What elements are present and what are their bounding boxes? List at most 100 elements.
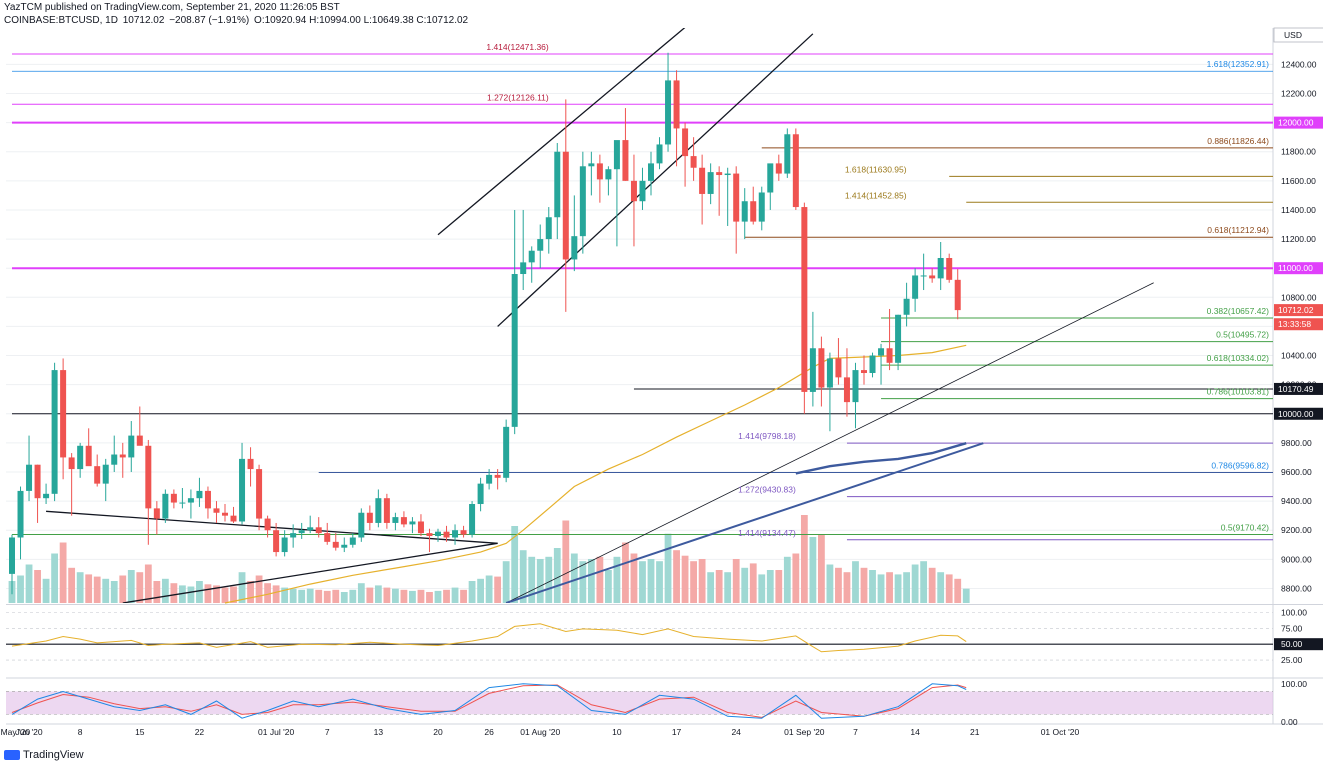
candle-body xyxy=(630,180,637,202)
candle-body xyxy=(341,544,348,548)
candle-body xyxy=(486,474,493,484)
volume-bar xyxy=(656,561,663,603)
volume-bar xyxy=(877,574,885,603)
volume-bar xyxy=(34,570,41,603)
volume-bar xyxy=(374,585,382,603)
stoch-band xyxy=(6,691,1273,715)
volume-bar xyxy=(596,556,604,603)
candle-body xyxy=(690,156,697,168)
candle-body xyxy=(869,355,876,373)
volume-bar xyxy=(886,572,893,603)
level-label: 1.414(9798.18) xyxy=(738,431,796,441)
volume-bar xyxy=(536,559,544,603)
tradingview-logo[interactable]: TradingView xyxy=(4,749,84,761)
candle-body xyxy=(861,370,867,373)
candle-body xyxy=(520,262,527,275)
volume-bar xyxy=(247,581,254,603)
volume-bar xyxy=(800,515,808,603)
volume-bar xyxy=(434,590,442,603)
volume-bar xyxy=(519,550,527,603)
level-label: 1.618(11630.95) xyxy=(845,164,907,174)
candle-body xyxy=(34,464,41,499)
rsi-line xyxy=(11,623,967,653)
candle-body xyxy=(315,527,322,534)
candle-body xyxy=(494,474,501,478)
candle-body xyxy=(230,515,237,522)
volume-bar xyxy=(715,570,723,603)
currency-label: USD xyxy=(1284,30,1302,40)
candle-body xyxy=(239,458,246,522)
trendline xyxy=(122,542,498,603)
level-label: 0.5(10495.72) xyxy=(1216,330,1269,340)
volume-bar xyxy=(622,542,629,603)
candle-body xyxy=(222,512,228,516)
volume-bar xyxy=(749,563,757,603)
candle-body xyxy=(511,274,518,427)
volume-bar xyxy=(315,589,323,603)
volume-bar xyxy=(443,589,450,603)
candle-body xyxy=(929,275,936,279)
symbol-ohlc-line: COINBASE:BTCUSD, 1D 10712.02 −208.87 (−1… xyxy=(4,15,470,26)
volume-bar xyxy=(954,578,962,603)
volume-bar xyxy=(230,586,237,603)
candle-body xyxy=(784,134,791,174)
candle-body xyxy=(324,533,331,542)
price-tick: 8800.00 xyxy=(1281,583,1312,593)
level-label: 0.618(11212.94) xyxy=(1207,225,1269,235)
candle-body xyxy=(912,275,919,299)
candle-body xyxy=(954,279,961,311)
candle-body xyxy=(349,537,356,545)
candle-body xyxy=(741,201,748,222)
candle-body xyxy=(775,163,782,174)
tradingview-logo-icon xyxy=(4,750,20,760)
candle-body xyxy=(554,151,561,218)
candle-body xyxy=(895,314,902,363)
time-tick: 01 Sep '20 xyxy=(784,727,825,737)
volume-bar xyxy=(119,575,127,603)
candle-body xyxy=(102,464,109,484)
candle-body xyxy=(852,370,859,403)
candle-body xyxy=(588,163,595,167)
volume-bars xyxy=(8,515,970,603)
volume-bar xyxy=(153,581,161,603)
volume-bar xyxy=(647,559,655,603)
price-tick: 10400.00 xyxy=(1281,351,1317,361)
level-label: 1.618(12352.91) xyxy=(1207,59,1270,69)
symbol-label[interactable]: COINBASE:BTCUSD, 1D xyxy=(4,15,118,26)
volume-bar xyxy=(928,567,936,603)
candle-body xyxy=(136,435,143,446)
candle-body xyxy=(111,454,118,465)
candle-body xyxy=(290,533,297,538)
price-label-bg xyxy=(1274,407,1323,420)
time-tick: 01 Aug '20 xyxy=(520,727,560,737)
volume-bar xyxy=(451,587,459,603)
candle-body xyxy=(724,173,731,176)
volume-bar xyxy=(68,567,76,603)
candle-body xyxy=(648,163,654,181)
candle-body xyxy=(673,80,680,129)
time-tick: 26 xyxy=(484,727,494,737)
volume-bar xyxy=(76,572,84,603)
candle-body xyxy=(946,258,953,280)
price-label-bg xyxy=(1274,304,1323,317)
price-axis[interactable]: USD 8800.00 9000.00 9200.00 9400.00 9600.00 98… xyxy=(1273,27,1323,593)
volume-bar xyxy=(545,556,553,603)
time-tick: 01 Oct '20 xyxy=(1041,727,1080,737)
volume-bar xyxy=(502,561,510,603)
level-label: 0.886(11826.44) xyxy=(1207,136,1269,146)
candle-body xyxy=(307,527,314,531)
time-tick: 21 xyxy=(970,727,980,737)
volume-bar xyxy=(630,553,638,603)
candle-body xyxy=(707,172,714,194)
volume-bar xyxy=(911,564,919,603)
volume-bar xyxy=(818,534,825,603)
time-tick: 14 xyxy=(910,727,920,737)
candle-body xyxy=(460,530,467,535)
candle-body xyxy=(145,445,152,509)
price-tick: 9000.00 xyxy=(1281,554,1312,564)
level-label: 1.272(12126.11) xyxy=(487,92,549,102)
price-tick: 10800.00 xyxy=(1281,292,1317,302)
stoch-rsi-pane: 100.00 0.00 xyxy=(6,679,1307,727)
